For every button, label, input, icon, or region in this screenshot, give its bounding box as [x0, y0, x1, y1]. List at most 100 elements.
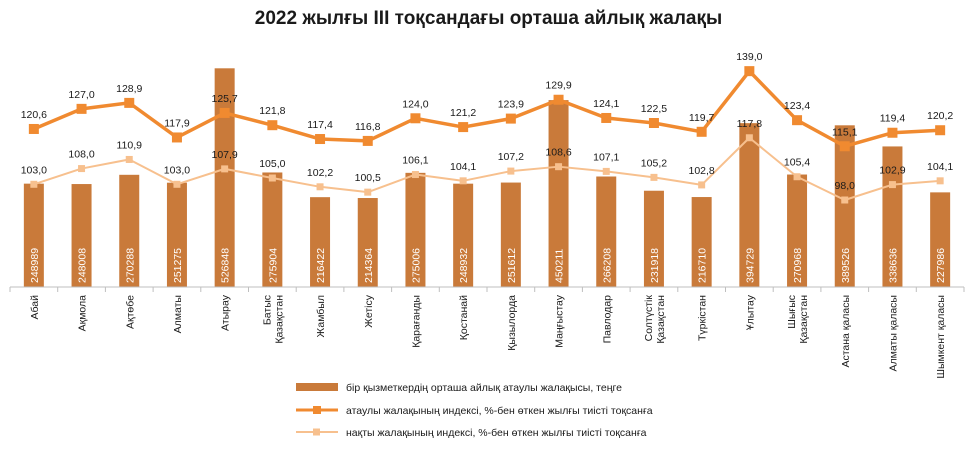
category-label-line: Түркістан: [697, 295, 709, 341]
bar: [787, 174, 808, 287]
real-index-marker: [793, 173, 801, 181]
category-label: Алматы қаласы: [887, 295, 899, 371]
bar-data-label: 526848: [220, 248, 232, 283]
bar-data-label: 248008: [77, 248, 89, 283]
real-index-marker: [125, 155, 133, 163]
category-label-line: Қызылорда: [506, 295, 518, 351]
real-index-marker: [411, 171, 419, 179]
nominal-index-marker: [505, 113, 516, 124]
bar: [310, 197, 331, 287]
nominal-index-marker: [553, 94, 564, 105]
nominal-index-data-label: 129,9: [545, 80, 571, 92]
category-label-line: Жамбыл: [315, 295, 327, 337]
bar: [405, 172, 426, 287]
category-label-line: Ақтөбе: [124, 295, 136, 329]
bar-data-label: 251275: [172, 248, 184, 283]
category-label-line: Шығыс: [786, 295, 798, 329]
nominal-index-data-label: 120,2: [927, 110, 953, 122]
real-index-marker: [221, 165, 229, 173]
category-label: Шымкент қаласы: [935, 295, 947, 379]
category-label-line: Шымкент қаласы: [935, 295, 947, 379]
bar-data-label: 266208: [601, 248, 613, 283]
nominal-index-marker: [410, 113, 421, 124]
category-label-line: Алматы: [172, 295, 184, 333]
bar-data-label: 389526: [840, 248, 852, 283]
nominal-index-data-label: 117,4: [307, 119, 333, 131]
bar: [500, 182, 521, 287]
category-label: Ақтөбе: [124, 295, 136, 329]
real-index-marker: [316, 183, 324, 191]
category-label: Астана қаласы: [840, 295, 852, 368]
bar: [596, 176, 617, 287]
bar: [691, 197, 712, 287]
real-index-data-label: 107,2: [498, 151, 524, 163]
nominal-index-marker: [219, 107, 230, 118]
real-index-data-label: 105,0: [259, 158, 285, 170]
category-label: Павлодар: [601, 295, 613, 344]
real-index-marker: [78, 165, 86, 173]
category-label-line: Ұлытау: [744, 294, 756, 330]
real-index-marker: [173, 180, 181, 188]
nominal-index-line: [33, 69, 941, 149]
category-label: Атырау: [220, 294, 232, 331]
real-index-data-label: 106,1: [402, 155, 428, 167]
category-label: Жамбыл: [315, 295, 327, 337]
bar-data-label: 227986: [935, 248, 947, 283]
real-index-marker: [507, 167, 515, 175]
nominal-index-marker: [171, 132, 182, 143]
real-index-marker: [888, 181, 896, 189]
nominal-index-marker: [315, 134, 326, 145]
category-label-line: Атырау: [220, 294, 232, 331]
real-index-data-label: 104,1: [927, 161, 953, 173]
category-label-line: Маңғыстау: [554, 294, 566, 348]
nominal-index-marker: [744, 66, 755, 77]
category-label: Ұлытау: [744, 294, 756, 330]
legend-swatch-bar: [296, 383, 338, 391]
nominal-index-data-label: 120,6: [21, 109, 47, 121]
category-label-line: Павлодар: [601, 295, 613, 344]
category-label: Алматы: [172, 295, 184, 333]
legend-marker-real: [313, 428, 320, 436]
nominal-index-marker: [935, 125, 946, 136]
bar-data-label: 270288: [124, 248, 136, 283]
bar-data-label: 214364: [363, 248, 375, 283]
bar-data-label: 216710: [697, 248, 709, 283]
category-label-line: Қарағанды: [410, 295, 422, 348]
nominal-index-data-label: 122,5: [641, 103, 667, 115]
category-label-line: Батыс: [261, 295, 273, 325]
category-label: Қызылорда: [506, 295, 518, 351]
nominal-index-data-label: 116,8: [355, 121, 381, 133]
bar: [882, 146, 903, 287]
category-label-line: Қазақстан: [798, 295, 810, 344]
real-index-marker: [650, 173, 658, 181]
real-index-marker: [936, 177, 944, 185]
bar-data-label: 251612: [506, 248, 518, 283]
legend-label-nominal: атаулы жалақының индексі, %-бен өткен жы…: [346, 405, 653, 417]
real-index-marker: [698, 181, 706, 189]
bar-data-label: 270968: [792, 248, 804, 283]
nominal-index-marker: [362, 135, 373, 146]
category-label: Ақмола: [77, 295, 89, 332]
real-index-marker: [745, 134, 753, 142]
category-label-line: Солтүстік: [643, 295, 655, 342]
real-index-data-label: 102,2: [307, 167, 333, 179]
nominal-index-data-label: 127,0: [68, 89, 94, 101]
category-label-line: Астана қаласы: [840, 295, 852, 368]
nominal-index-marker: [28, 123, 39, 134]
category-label-line: Қазақстан: [273, 295, 285, 344]
category-label-line: Қазақстан: [655, 295, 667, 344]
legend-marker-nominal: [313, 406, 321, 414]
real-index-data-label: 100,5: [355, 172, 381, 184]
real-index-marker: [555, 163, 563, 171]
legend-label-real: нақты жалақының индексі, %-бен өткен жыл…: [346, 427, 647, 439]
bar-data-label: 231918: [649, 248, 661, 283]
nominal-index-marker: [887, 127, 898, 138]
bar: [214, 68, 235, 287]
bar-data-label: 338636: [887, 248, 899, 283]
category-label-line: Жетісу: [363, 294, 375, 327]
bar-data-label: 248989: [29, 248, 41, 283]
nominal-index-marker: [267, 120, 278, 131]
real-index-data-label: 105,2: [641, 157, 667, 169]
nominal-index-data-label: 121,2: [450, 107, 476, 119]
real-index-data-label: 103,0: [21, 164, 47, 176]
